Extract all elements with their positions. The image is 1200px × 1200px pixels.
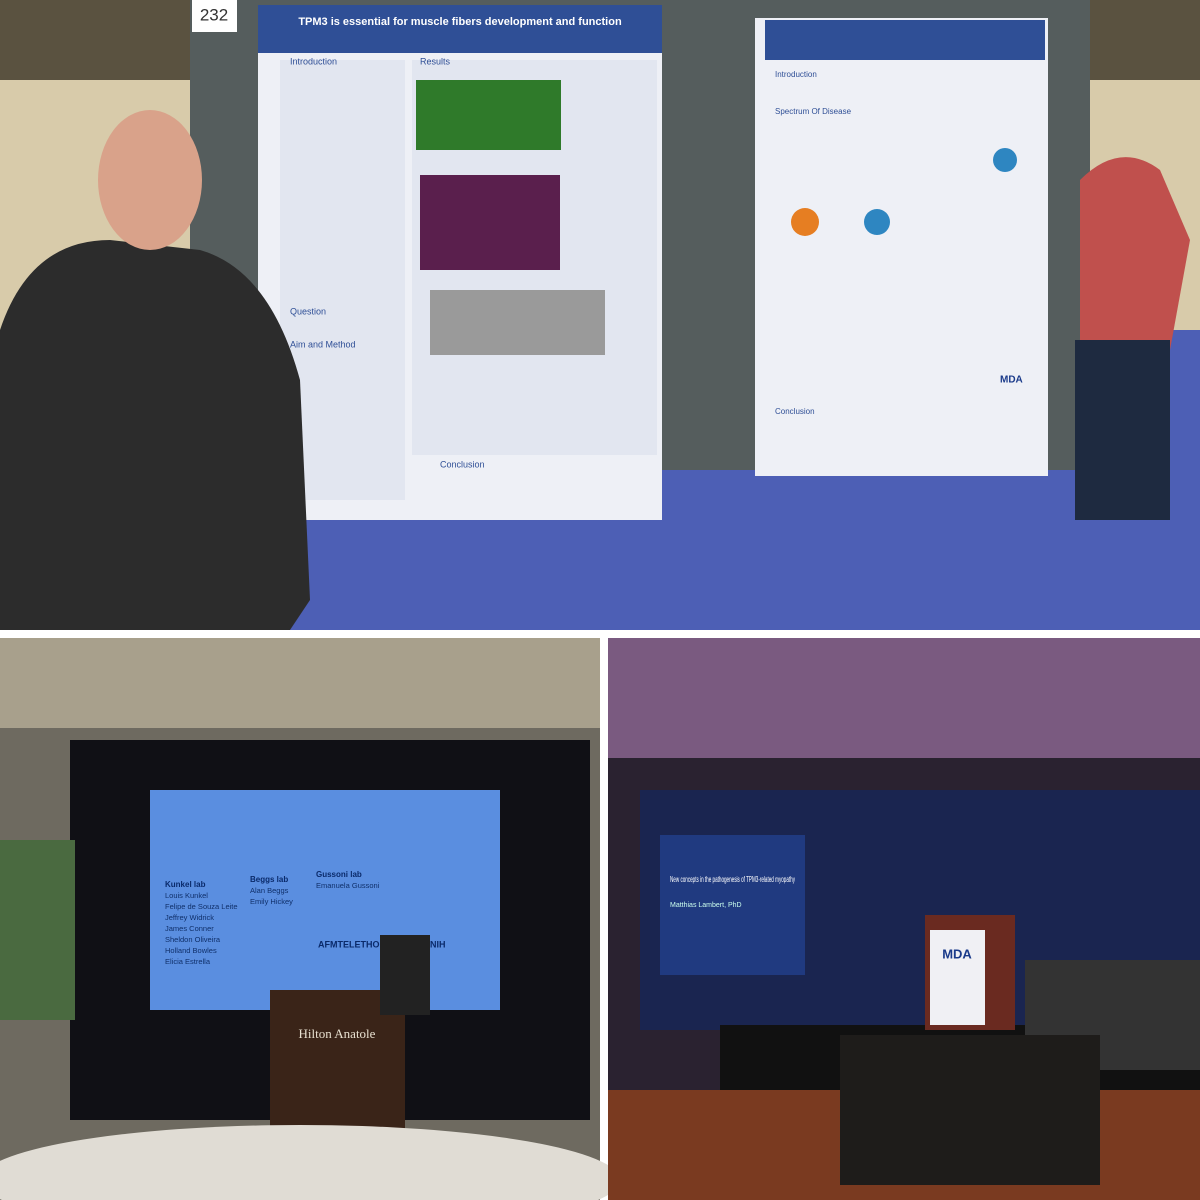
micrograph	[416, 80, 561, 150]
sponsor-logo: AFMTELETHON	[318, 939, 386, 949]
logo: MDA	[1000, 375, 1023, 386]
slide-speaker: Matthias Lambert, PhD	[670, 902, 742, 909]
micrograph	[430, 290, 605, 355]
section-heading: Introduction	[775, 70, 817, 79]
sponsor-logo: NIH	[430, 939, 446, 949]
lab-member: Felipe de Souza Leite	[165, 902, 238, 911]
lab-name: Kunkel lab	[165, 880, 206, 889]
painting	[0, 840, 75, 1020]
person-visitor	[1080, 157, 1190, 350]
lab-member: Emanuela Gussoni	[316, 881, 380, 890]
table	[0, 1125, 620, 1200]
poster-header	[258, 5, 662, 53]
slide-labs: Kunkel lab Louis Kunkel Felipe de Souza Le…	[165, 870, 446, 966]
speaker	[380, 935, 430, 1015]
screen	[150, 790, 500, 1010]
micrograph	[420, 175, 560, 270]
section-heading: Conclusion	[775, 407, 815, 416]
poster-header	[765, 20, 1045, 60]
talk-right-photo: New concepts in the pathogenesis of TPM3…	[608, 638, 1200, 1200]
lab-member: Sheldon Oliveira	[165, 935, 221, 944]
section-heading: Aim and Method	[290, 339, 356, 349]
talk-left-photo: Kunkel lab Louis Kunkel Felipe de Souza Le…	[0, 638, 620, 1200]
pie-figure	[791, 208, 819, 236]
pie-figure	[864, 209, 890, 235]
podium-sign	[930, 930, 985, 1025]
ceiling	[0, 638, 600, 728]
poster-hall-photo: 232 TPM3 is essential for muscle fibers …	[0, 0, 1200, 630]
slide-title: New concepts in the pathogenesis of TPM3…	[670, 875, 795, 884]
section-heading: Question	[290, 306, 326, 316]
lab-member: Louis Kunkel	[165, 891, 208, 900]
board-number: 232	[200, 5, 228, 24]
right-poster	[755, 18, 1048, 476]
lab-member: Holland Bowles	[165, 946, 217, 955]
section-heading: Conclusion	[440, 459, 485, 469]
section-heading: Results	[420, 56, 451, 66]
lab-member: Elicia Estrella	[165, 957, 211, 966]
ceiling	[608, 638, 1200, 758]
board-sign	[192, 0, 237, 32]
monitor	[840, 1035, 1100, 1185]
lab-member: Jeffrey Widrick	[165, 913, 214, 922]
presenter-head	[98, 110, 202, 250]
lab-name: Gussoni lab	[316, 870, 362, 879]
section-heading: Spectrum Of Disease	[775, 107, 852, 116]
screen	[660, 835, 805, 975]
lab-member: Alan Beggs	[250, 886, 289, 895]
podium-label: MDA	[942, 946, 972, 961]
lab-name: Beggs lab	[250, 875, 288, 884]
visitor-legs	[1075, 340, 1170, 520]
pie-figure	[993, 148, 1017, 172]
section-heading: Introduction	[290, 56, 337, 66]
poster-title: TPM3 is essential for muscle fibers deve…	[298, 16, 622, 28]
lab-member: James Conner	[165, 924, 214, 933]
person-presenter	[0, 240, 310, 630]
podium-label: Hilton Anatole	[299, 1026, 376, 1041]
lab-member: Emily Hickey	[250, 897, 293, 906]
